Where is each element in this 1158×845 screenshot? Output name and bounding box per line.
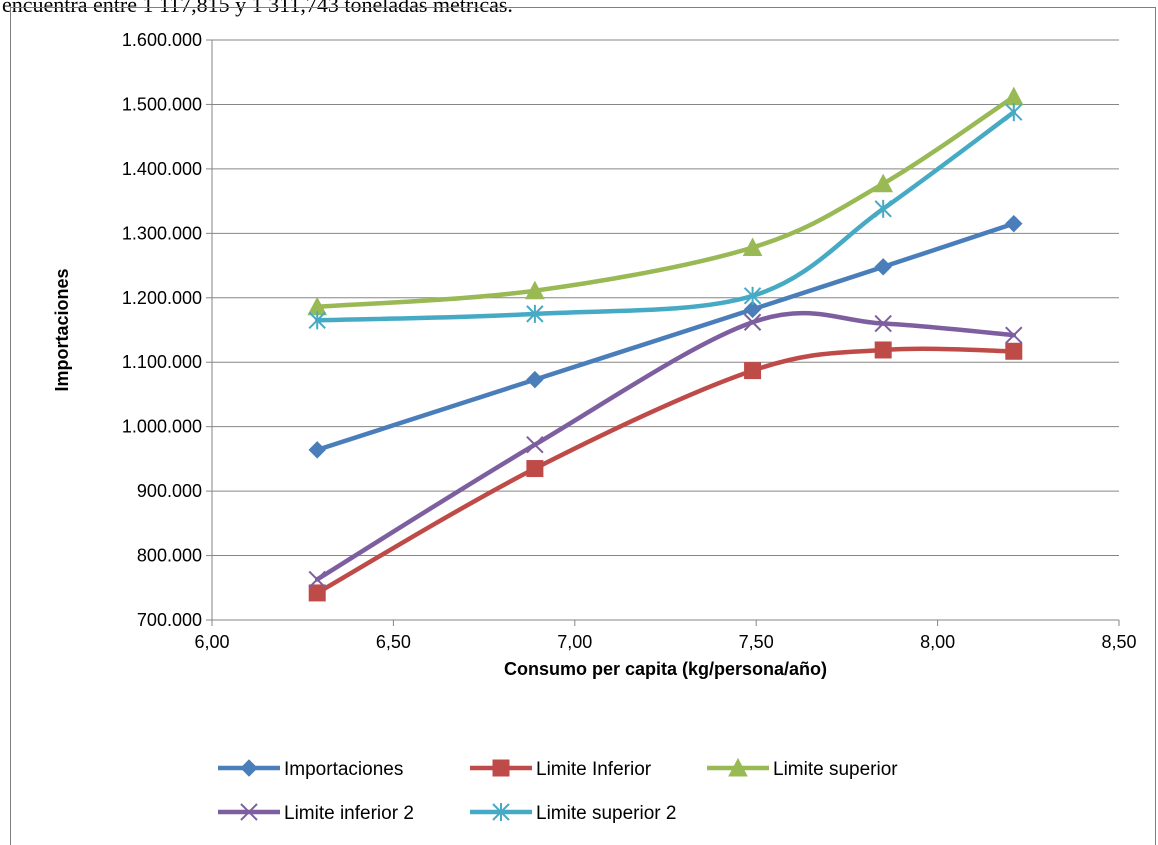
grid-lines [212,39,1119,557]
x-tick-label: 7,00 [557,632,592,652]
legend-marker [240,803,258,821]
data-point-series-5 [308,311,326,330]
legend: Importaciones Limite Inferior Limite super… [218,757,898,824]
legend-item-2: Limite Inferior [470,759,652,780]
y-tick-label: 700.000 [137,610,202,630]
x-tick-label: 8,50 [1101,632,1136,652]
y-tick-label: 1.100.000 [122,352,202,372]
series-markers [307,86,1024,602]
data-point-series-4 [308,570,326,589]
data-point-series-4 [743,313,762,331]
y-tick-label: 1.600.000 [122,30,202,50]
x-tick-label: 8,00 [920,632,955,652]
data-point-series-3 [873,173,894,193]
data-point-series-2 [1005,342,1023,360]
y-tick-label: 1.000.000 [122,417,202,437]
legend-label: Limite Inferior [536,759,652,780]
tick-labels: 700.000 800.000 900.000 1.000.000 1.100.000 1… [122,30,1137,652]
data-point-series-1 [743,300,762,319]
legend-marker [240,759,258,777]
y-tick-label: 1.500.000 [122,94,202,114]
data-point-series-5 [743,286,762,305]
legend-marker [728,757,748,777]
legend-marker [492,759,510,777]
series-line-2 [314,346,1017,596]
data-point-series-3 [742,237,763,257]
data-point-series-2 [744,362,762,380]
series-line-4 [314,310,1017,582]
series-line-5 [314,109,1017,323]
x-tick-label: 6,50 [376,632,411,652]
x-tick-label: 7,50 [739,632,774,652]
data-point-series-1 [526,370,544,389]
data-point-series-5 [874,199,892,218]
data-point-series-3 [1003,86,1024,106]
legend-label: Limite superior [773,759,898,780]
x-axis-title: Consumo per capita (kg/persona/año) [504,659,827,679]
data-point-series-2 [526,460,544,478]
series-lines [314,94,1017,596]
legend-label: Limite inferior 2 [284,803,414,824]
data-point-series-4 [526,436,544,454]
y-axis-title: Importaciones [52,268,72,391]
y-tick-label: 1.400.000 [122,159,202,179]
legend-label: Limite superior 2 [536,803,676,824]
axes [206,39,1120,626]
y-tick-label: 1.200.000 [122,288,202,308]
y-tick-label: 800.000 [137,546,202,566]
legend-item-5: Limite superior 2 [470,803,676,824]
y-tick-label: 900.000 [137,481,202,501]
series-line-3 [314,94,1017,310]
series-line-1 [314,221,1017,453]
data-point-series-5 [1005,103,1023,122]
data-point-series-1 [308,441,326,459]
data-point-series-3 [525,280,545,300]
data-point-series-1 [874,258,892,276]
chart-frame [10,7,1156,845]
legend-item-3: Limite superior [707,757,898,780]
data-point-series-4 [1005,326,1023,344]
data-point-series-2 [308,584,326,602]
legend-label: Importaciones [284,759,403,780]
data-point-series-4 [874,314,892,333]
data-point-series-2 [874,341,892,359]
page-text: encuentra entre 1 117,815 y 1 311,743 to… [2,0,513,17]
legend-item-1: Importaciones [218,759,403,780]
data-point-series-5 [526,304,544,323]
x-tick-label: 6,00 [194,632,229,652]
y-tick-label: 1.300.000 [122,223,202,243]
legend-marker [492,803,510,821]
legend-item-4: Limite inferior 2 [218,803,414,824]
data-point-series-1 [1005,214,1023,233]
